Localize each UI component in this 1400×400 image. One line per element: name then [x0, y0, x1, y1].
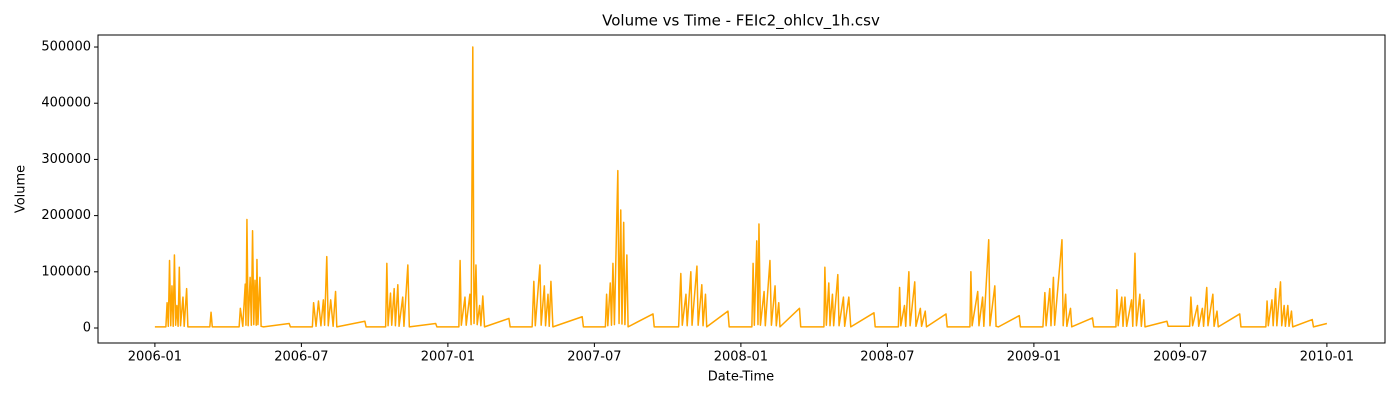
x-tick-label: 2007-01: [421, 350, 475, 365]
y-axis-label: Volume: [14, 165, 29, 213]
x-tick-label: 2009-07: [1153, 350, 1207, 365]
y-tick-label: 100000: [41, 264, 91, 279]
chart-title: Volume vs Time - FEIc2_ohlcv_1h.csv: [602, 12, 880, 31]
x-axis-label: Date-Time: [708, 370, 774, 385]
y-tick-label: 300000: [41, 152, 91, 167]
x-tick-label: 2010-01: [1300, 350, 1354, 365]
volume-line: [154, 46, 1328, 328]
x-tick-label: 2006-01: [128, 350, 182, 365]
y-tick-label: 200000: [41, 208, 91, 223]
x-tick-label: 2009-01: [1007, 350, 1061, 365]
y-tick-label: 400000: [41, 96, 91, 111]
plot-area: [154, 46, 1328, 328]
x-tick-label: 2006-07: [274, 350, 328, 365]
plot-frame: [97, 34, 1386, 344]
y-tick-label: 0: [83, 320, 91, 335]
x-tick-label: 2007-07: [567, 350, 621, 365]
x-tick-label: 2008-01: [714, 350, 768, 365]
y-tick-label: 500000: [41, 40, 91, 55]
x-tick-label: 2008-07: [860, 350, 914, 365]
